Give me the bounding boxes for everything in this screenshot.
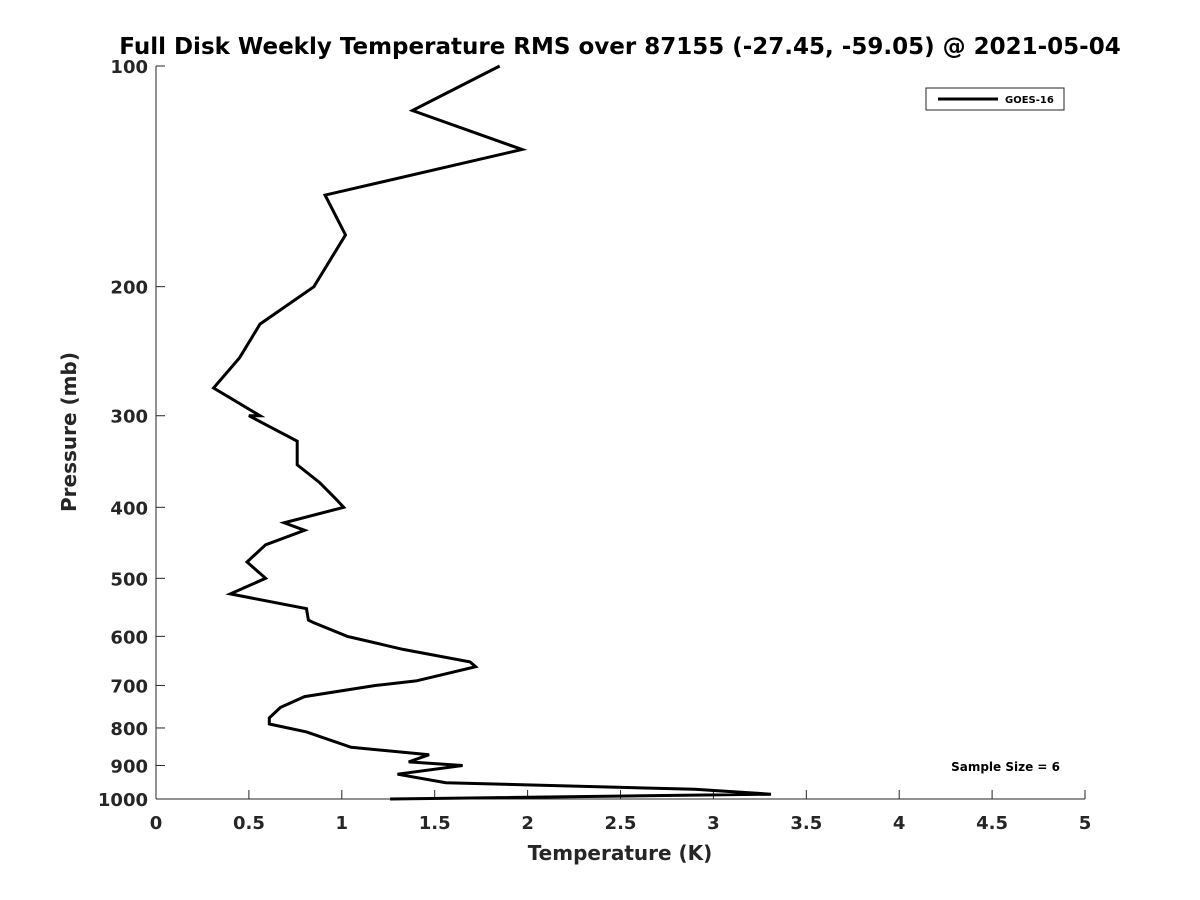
sample-size-annotation: Sample Size = 6 xyxy=(951,760,1060,774)
y-tick-label: 600 xyxy=(110,627,148,648)
legend: GOES-16 xyxy=(925,87,1065,111)
x-tick-label: 2 xyxy=(521,813,534,834)
x-axis-ticks: 0 0.5 1 1.5 2 2.5 3 3.5 4 4.5 5 xyxy=(150,790,1092,834)
y-tick-label: 300 xyxy=(110,407,148,428)
x-tick-label: 3.5 xyxy=(790,813,822,834)
y-tick-label: 1000 xyxy=(98,790,148,811)
x-tick-label: 2.5 xyxy=(605,813,637,834)
y-tick-label: 400 xyxy=(110,498,148,519)
x-tick-label: 5 xyxy=(1079,813,1092,834)
y-axis-ticks: 100 200 300 400 500 600 700 800 900 1000 xyxy=(98,57,165,811)
x-tick-label: 4 xyxy=(893,813,906,834)
x-tick-label: 4.5 xyxy=(976,813,1008,834)
x-axis-label: Temperature (K) xyxy=(528,841,713,865)
x-tick-label: 0.5 xyxy=(233,813,265,834)
legend-label-goes-16: GOES-16 xyxy=(1005,95,1054,106)
x-tick-label: 1.5 xyxy=(419,813,451,834)
y-tick-label: 900 xyxy=(110,756,148,777)
y-tick-label: 100 xyxy=(110,57,148,78)
y-axis-label: Pressure (mb) xyxy=(57,352,81,512)
x-tick-label: 1 xyxy=(336,813,349,834)
y-tick-label: 700 xyxy=(110,676,148,697)
series-line-goes-16 xyxy=(211,64,772,801)
x-tick-label: 0 xyxy=(150,813,163,834)
chart-title: Full Disk Weekly Temperature RMS over 87… xyxy=(119,34,1121,60)
y-tick-label: 800 xyxy=(110,719,148,740)
y-tick-label: 500 xyxy=(110,569,148,590)
x-tick-label: 3 xyxy=(707,813,720,834)
series-lines xyxy=(211,64,772,801)
y-tick-label: 200 xyxy=(110,278,148,299)
plot-axes xyxy=(155,66,1085,800)
